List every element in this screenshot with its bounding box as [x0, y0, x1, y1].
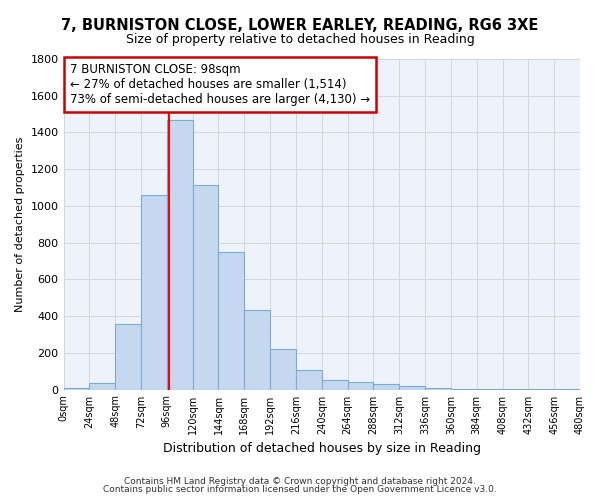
Bar: [218, 252, 244, 390]
Y-axis label: Number of detached properties: Number of detached properties: [15, 136, 25, 312]
X-axis label: Distribution of detached houses by size in Reading: Distribution of detached houses by size …: [163, 442, 481, 455]
Text: Contains HM Land Registry data © Crown copyright and database right 2024.: Contains HM Land Registry data © Crown c…: [124, 477, 476, 486]
Bar: [451, 389, 477, 390]
Bar: [244, 310, 270, 390]
Text: 7 BURNISTON CLOSE: 98sqm
← 27% of detached houses are smaller (1,514)
73% of sem: 7 BURNISTON CLOSE: 98sqm ← 27% of detach…: [70, 62, 370, 106]
Bar: [296, 370, 322, 390]
Bar: [193, 185, 218, 390]
Bar: [322, 380, 347, 390]
Bar: [425, 388, 451, 390]
Text: Size of property relative to detached houses in Reading: Size of property relative to detached ho…: [125, 32, 475, 46]
Bar: [141, 195, 167, 390]
Bar: [167, 120, 193, 390]
Bar: [89, 383, 115, 390]
Bar: [115, 324, 141, 390]
Bar: [270, 349, 296, 390]
Bar: [64, 388, 89, 390]
Bar: [347, 382, 373, 390]
Text: 7, BURNISTON CLOSE, LOWER EARLEY, READING, RG6 3XE: 7, BURNISTON CLOSE, LOWER EARLEY, READIN…: [61, 18, 539, 32]
Bar: [399, 386, 425, 390]
Bar: [373, 384, 399, 390]
Text: Contains public sector information licensed under the Open Government Licence v3: Contains public sector information licen…: [103, 486, 497, 494]
